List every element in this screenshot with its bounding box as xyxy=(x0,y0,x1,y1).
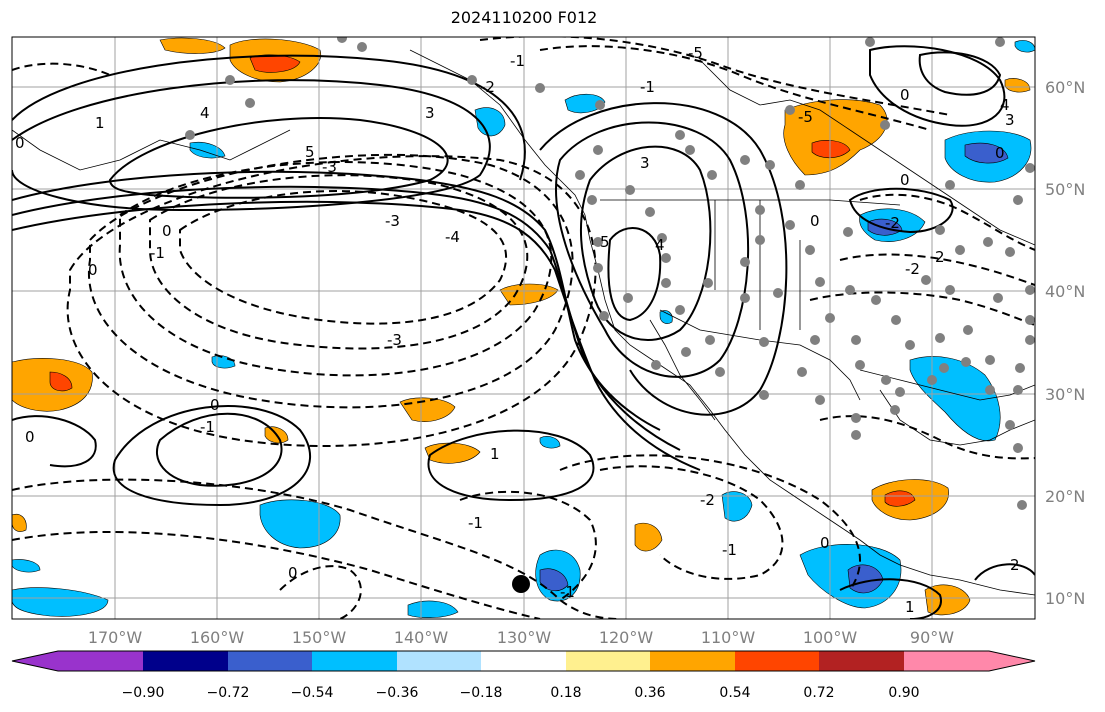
colorbar-segment xyxy=(566,651,650,671)
colorbar-segment xyxy=(228,651,312,671)
colorbar: −0.90 −0.72 −0.54 −0.36 −0.18 0.18 0.36 … xyxy=(11,650,1036,701)
contour-label: 2 xyxy=(1010,556,1020,574)
contour-label: -3 xyxy=(387,331,402,349)
contours-negative xyxy=(12,37,1035,619)
contour-label: -1 xyxy=(722,541,737,559)
contour-label: -5 xyxy=(688,44,703,62)
lat-label: 30°N xyxy=(1045,385,1085,404)
colorbar-segment xyxy=(58,651,143,671)
contour-label: 0 xyxy=(210,396,220,414)
contour-label: 1 xyxy=(490,445,500,463)
contour-label: -1 xyxy=(150,244,165,262)
lon-label: 120°W xyxy=(599,628,654,647)
colorbar-tick-label: 0.18 xyxy=(550,685,581,701)
lat-label: 20°N xyxy=(1045,487,1085,506)
contour-label: 4 xyxy=(200,104,210,122)
colorbar-segment xyxy=(312,651,397,671)
contour-label: -4 xyxy=(445,228,460,246)
lat-label: 40°N xyxy=(1045,282,1085,301)
colorbar-tick-label: 0.54 xyxy=(719,685,750,701)
contour-label: 0 xyxy=(820,534,830,552)
shaded-positive-regions xyxy=(12,37,1031,616)
colorbar-segment xyxy=(481,651,566,671)
contour-label: 0 xyxy=(25,428,35,446)
colorbar-tick-label: −0.90 xyxy=(122,685,165,701)
colorbar-tick-label: −0.18 xyxy=(460,685,503,701)
colorbar-tick-label: 0.90 xyxy=(888,685,919,701)
colorbar-tick-label: −0.54 xyxy=(291,685,334,701)
shaded-negative-regions xyxy=(12,40,1035,618)
contour-label: 0 xyxy=(900,86,910,104)
contour-label: 0 xyxy=(900,171,910,189)
colorbar-segment xyxy=(819,651,904,671)
lat-label: 10°N xyxy=(1045,589,1085,608)
lat-label: 50°N xyxy=(1045,180,1085,199)
contour-label: 0 xyxy=(15,134,25,152)
colorbar-over-arrow xyxy=(989,651,1035,671)
contour-label: -2 xyxy=(700,491,715,509)
contour-label: 3 xyxy=(1005,111,1015,129)
map-frame xyxy=(11,36,1036,620)
colorbar-segment xyxy=(397,651,481,671)
contour-label: 0 xyxy=(162,222,172,240)
contour-label: 1 xyxy=(905,598,915,616)
longitude-labels: 170°W 160°W 150°W 140°W 130°W 120°W 110°… xyxy=(88,628,954,647)
colorbar-tick-label: −0.72 xyxy=(207,685,250,701)
contour-label: 0 xyxy=(88,261,98,279)
contour-label: -2 xyxy=(480,78,495,96)
lon-label: 170°W xyxy=(88,628,143,647)
contour-label: 2 xyxy=(935,248,945,266)
contour-label: 0 xyxy=(810,212,820,230)
colorbar-segment xyxy=(904,651,989,671)
contour-label: -1 xyxy=(200,418,215,436)
lon-label: 140°W xyxy=(394,628,449,647)
latitude-labels: 60°N 50°N 40°N 30°N 20°N 10°N xyxy=(1045,78,1085,608)
map-title: 2024110200 F012 xyxy=(450,8,598,27)
contour-label: 4 xyxy=(1000,96,1010,114)
stipple-dots xyxy=(185,37,1035,510)
colorbar-outline xyxy=(11,650,1036,672)
contour-label: -5 xyxy=(798,108,813,126)
colorbar-segment xyxy=(735,651,819,671)
colorbar-tick-label: 0.36 xyxy=(634,685,665,701)
contour-label: 4 xyxy=(655,236,665,254)
lon-label: 110°W xyxy=(701,628,756,647)
lon-label: 100°W xyxy=(803,628,858,647)
lat-label: 60°N xyxy=(1045,78,1085,97)
colorbar-tick-label: 0.72 xyxy=(803,685,834,701)
lon-label: 160°W xyxy=(190,628,245,647)
contour-label: -2 xyxy=(885,214,900,232)
contours-positive xyxy=(12,45,1035,619)
contour-label: 3 xyxy=(425,104,435,122)
contour-label: 3 xyxy=(640,154,650,172)
contour-label: -3 xyxy=(322,158,337,176)
colorbar-tick-label: −0.36 xyxy=(376,685,419,701)
contour-label: -2 xyxy=(905,260,920,278)
lon-label: 90°W xyxy=(910,628,954,647)
contour-label: 0 xyxy=(995,144,1005,162)
colorbar-under-arrow xyxy=(12,651,58,671)
contour-label: -3 xyxy=(385,212,400,230)
contour-label: -1 xyxy=(510,52,525,70)
contour-label: -1 xyxy=(468,514,483,532)
contour-label: 5 xyxy=(600,233,610,251)
contour-label: -1 xyxy=(640,78,655,96)
contour-label: 5 xyxy=(305,143,315,161)
lon-label: 150°W xyxy=(292,628,347,647)
contour-label: -1 xyxy=(560,583,575,601)
marker-dot xyxy=(512,575,530,593)
lon-label: 130°W xyxy=(497,628,552,647)
contour-label: 0 xyxy=(288,564,298,582)
colorbar-segment xyxy=(650,651,735,671)
contour-label: 1 xyxy=(95,114,105,132)
contour-labels: -3 -4 -3 -3 -1 0 0 5 4 3 5 4 3 1 -1 0 0 … xyxy=(15,44,1020,616)
colorbar-segment xyxy=(143,651,228,671)
